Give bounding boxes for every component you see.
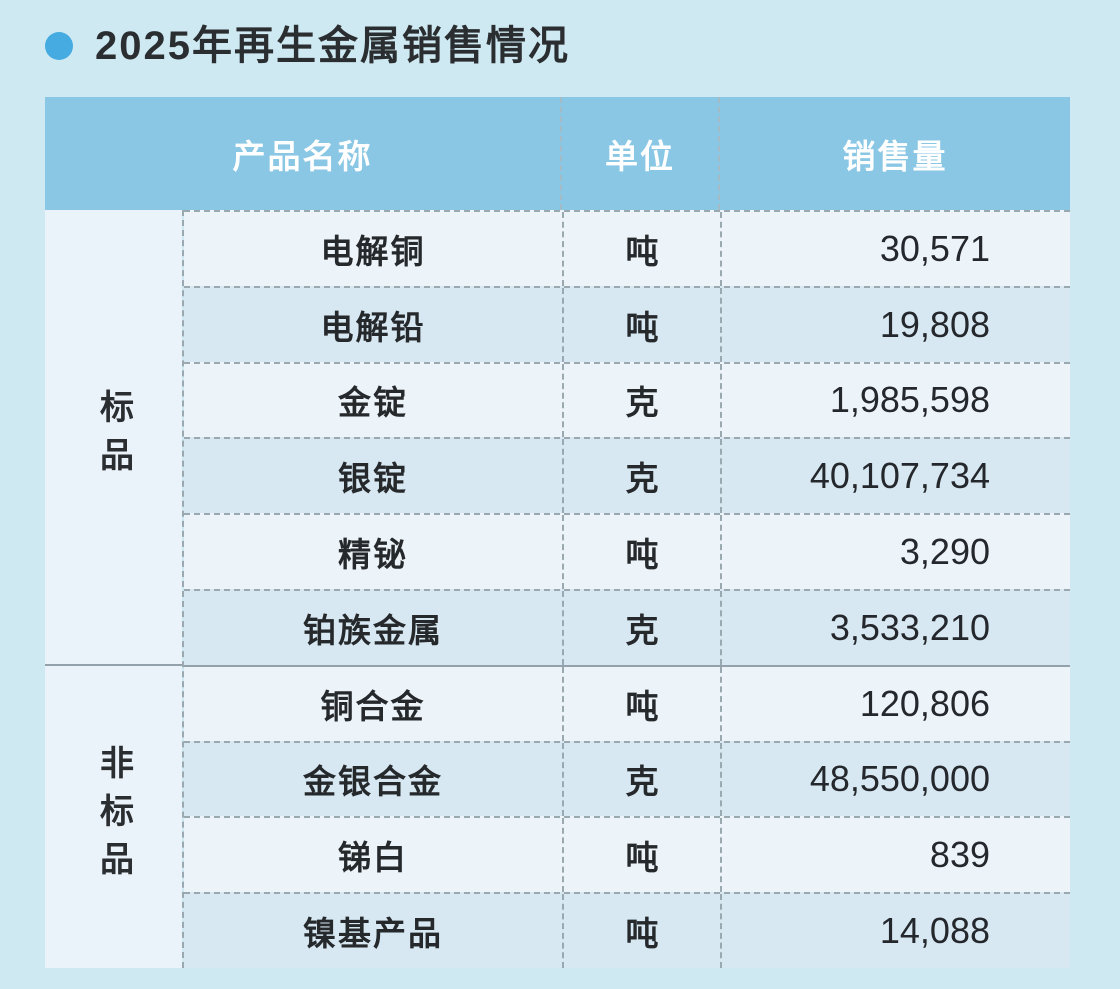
category-cell-standard: 标品 xyxy=(45,210,182,664)
table-row: 镍基产品 吨 14,088 xyxy=(184,892,1070,968)
product-cell: 锑白 xyxy=(338,839,408,877)
page-title: 2025年再生金属销售情况 xyxy=(95,24,570,68)
table-row: 银锭 克 40,107,734 xyxy=(184,437,1070,514)
quantity-cell: 48,550,000 xyxy=(720,742,1070,817)
unit-cell: 吨 xyxy=(562,894,720,968)
product-cell: 金锭 xyxy=(338,384,408,422)
table-row: 精铋 吨 3,290 xyxy=(184,513,1070,589)
unit-cell: 吨 xyxy=(562,818,720,893)
table-row: 铜合金 吨 120,806 xyxy=(184,664,1070,741)
header-unit: 单位 xyxy=(560,97,718,210)
quantity-cell: 30,571 xyxy=(720,212,1070,286)
quantity-cell: 3,533,210 xyxy=(720,590,1070,665)
table-row: 电解铜 吨 30,571 xyxy=(184,210,1070,286)
product-cell: 电解铜 xyxy=(320,232,426,270)
unit-cell: 克 xyxy=(562,590,720,665)
table-row: 铂族金属 克 3,533,210 xyxy=(184,588,1070,665)
unit-cell: 吨 xyxy=(562,287,720,362)
quantity-cell: 19,808 xyxy=(720,287,1070,362)
quantity-cell: 14,088 xyxy=(720,894,1070,968)
data-rows: 电解铜 吨 30,571 电解铅 吨 19,808 金锭 克 1,985,598… xyxy=(182,210,1070,968)
unit-cell: 克 xyxy=(562,363,720,438)
quantity-cell: 839 xyxy=(720,818,1070,893)
table-row: 金银合金 克 48,550,000 xyxy=(184,740,1070,817)
product-cell: 金银合金 xyxy=(303,763,443,801)
product-cell: 铜合金 xyxy=(320,687,426,725)
table-row: 锑白 吨 839 xyxy=(184,816,1070,893)
table-row: 金锭 克 1,985,598 xyxy=(184,361,1070,438)
title-row: 2025年再生金属销售情况 xyxy=(45,22,570,70)
category-label-standard: 标品 xyxy=(94,388,133,485)
unit-cell: 克 xyxy=(562,742,720,817)
header-product-name: 产品名称 xyxy=(232,137,373,175)
category-cell-nonstandard: 非标品 xyxy=(45,663,182,968)
product-cell: 精铋 xyxy=(338,536,408,574)
quantity-cell: 40,107,734 xyxy=(720,439,1070,514)
quantity-cell: 1,985,598 xyxy=(720,363,1070,438)
title-bullet-icon xyxy=(45,32,73,60)
product-cell: 银锭 xyxy=(338,460,408,498)
table-row: 电解铅 吨 19,808 xyxy=(184,285,1070,362)
product-cell: 镍基产品 xyxy=(303,915,443,953)
quantity-cell: 3,290 xyxy=(720,515,1070,589)
product-cell: 电解铅 xyxy=(320,308,426,346)
unit-cell: 吨 xyxy=(562,515,720,589)
sales-table: 产品名称 单位 销售量 标品 非标品 电解铜 吨 30,571 xyxy=(45,97,1070,968)
quantity-cell: 120,806 xyxy=(720,666,1070,741)
unit-cell: 吨 xyxy=(562,666,720,741)
category-column: 标品 非标品 xyxy=(45,210,182,968)
product-cell: 铂族金属 xyxy=(303,611,443,649)
unit-cell: 克 xyxy=(562,439,720,514)
table-header-row: 产品名称 单位 销售量 xyxy=(45,97,1070,210)
unit-cell: 吨 xyxy=(562,212,720,286)
header-sales-volume: 销售量 xyxy=(718,97,1070,210)
category-label-nonstandard: 非标品 xyxy=(94,744,133,889)
table-body: 标品 非标品 电解铜 吨 30,571 电解铅 吨 19,808 xyxy=(45,210,1070,968)
